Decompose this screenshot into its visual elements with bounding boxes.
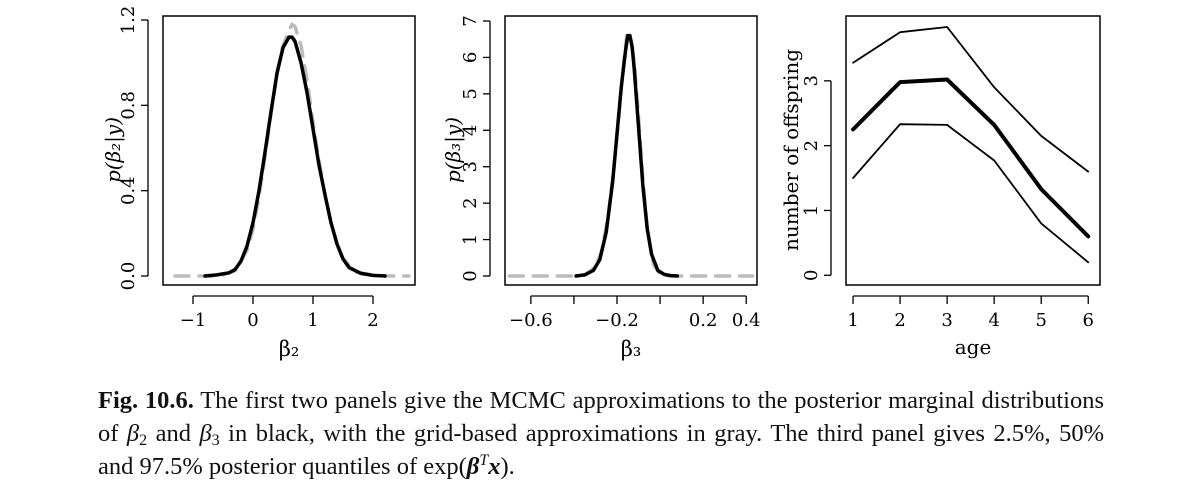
panel-beta2-density: −1 0 1 2 0.0 0.4 0.8 1.2 p(β₂|y) β₂: [101, 6, 416, 361]
x-tick-label: 0.4: [732, 310, 761, 331]
y-tick-label: 0.0: [118, 262, 139, 291]
x-tick-label: 6: [1083, 310, 1094, 331]
y-tick-label: 2: [801, 140, 822, 151]
quantile-line: [852, 123, 1090, 264]
y-tick-label: 0: [801, 270, 822, 281]
x-tick-label: 4: [988, 310, 999, 331]
plot-frame: [162, 15, 416, 286]
x-axis-label: β₃: [621, 337, 642, 361]
grid-approximation-line: [173, 22, 411, 278]
y-tick-label: 2: [460, 197, 481, 208]
y-tick-label: 0.8: [118, 91, 139, 120]
density-curves: [507, 33, 755, 278]
y-axis: 0.0 0.4 0.8 1.2: [118, 6, 149, 291]
x-tick-label: 5: [1035, 310, 1046, 331]
y-axis-label: number of offspring: [779, 49, 803, 251]
caption-text-1: The first two panels give the MCMC appro…: [98, 387, 1104, 447]
y-tick-label: 4: [460, 125, 481, 136]
y-tick-label: 3: [460, 161, 481, 172]
x-tick-label: 0: [247, 310, 258, 331]
quantile-lines: [851, 26, 1091, 264]
figure-caption: Fig. 10.6. The first two panels give the…: [98, 384, 1104, 483]
y-tick-label: 1: [801, 205, 822, 216]
x-axis: −0.6 −0.2 0.2 0.4: [509, 295, 761, 331]
y-axis: 0 1 2 3 4 5 6 7: [460, 15, 491, 282]
x-tick-label: 1: [307, 310, 318, 331]
density-curves: [173, 22, 411, 278]
y-tick-label: 5: [460, 88, 481, 99]
x-tick-label: −0.6: [509, 310, 553, 331]
x-tick-label: 2: [894, 310, 905, 331]
y-axis: 0 1 2 3: [801, 75, 832, 281]
quantile-line: [852, 26, 1090, 173]
y-tick-label: 1.2: [118, 6, 139, 35]
caption-beta-bold: β: [466, 453, 480, 480]
caption-beta: β: [199, 420, 212, 447]
plot-frame: [845, 15, 1101, 286]
caption-label: Fig. 10.6.: [98, 387, 194, 414]
caption-x-bold: x: [488, 453, 501, 480]
caption-end: ).: [500, 453, 515, 480]
plot-frame: [504, 15, 758, 286]
y-tick-label: 0: [460, 270, 481, 281]
grid-approximation-line: [507, 33, 755, 278]
caption-sup-t: T: [479, 452, 489, 469]
x-tick-label: 0.2: [689, 310, 718, 331]
panel-offspring-quantiles: 1 2 3 4 5 6 0 1 2 3 number of offspring age: [779, 15, 1101, 359]
x-tick-label: −1: [180, 310, 207, 331]
x-axis: 1 2 3 4 5 6: [847, 295, 1094, 331]
x-tick-label: 2: [367, 310, 378, 331]
mcmc-density-line: [574, 33, 680, 278]
caption-sub-2: 2: [139, 432, 148, 449]
x-tick-label: 1: [847, 310, 858, 331]
panel-beta3-density: −0.6 −0.2 0.2 0.4 0 1 2 3 4 5 6 7 p(β₃|y) β₃: [441, 15, 761, 361]
caption-and: and: [147, 420, 200, 447]
x-tick-label: −0.2: [595, 310, 639, 331]
caption-text-2: in black, with the grid-based approximat…: [98, 420, 1104, 480]
caption-beta: β: [126, 420, 140, 447]
x-tick-label: 3: [941, 310, 952, 331]
median-quantile-line: [851, 77, 1091, 239]
caption-sub-3: 3: [211, 432, 220, 449]
x-axis-label: β₂: [279, 337, 300, 361]
y-tick-label: 7: [460, 15, 481, 26]
figure: −1 0 1 2 0.0 0.4 0.8 1.2 p(β₂|y) β₂ −0.6 −0.2 0.…: [101, 6, 1101, 361]
x-axis: −1 0 1 2: [180, 295, 379, 331]
y-tick-label: 1: [460, 234, 481, 245]
mcmc-density-line: [203, 35, 387, 278]
y-axis-label: p(β₂|y): [101, 117, 126, 183]
x-axis-label: age: [955, 335, 992, 359]
y-tick-label: 3: [801, 75, 822, 86]
y-tick-label: 0.4: [118, 176, 139, 205]
y-axis-label: p(β₃|y): [441, 117, 466, 183]
y-tick-label: 6: [460, 52, 481, 63]
